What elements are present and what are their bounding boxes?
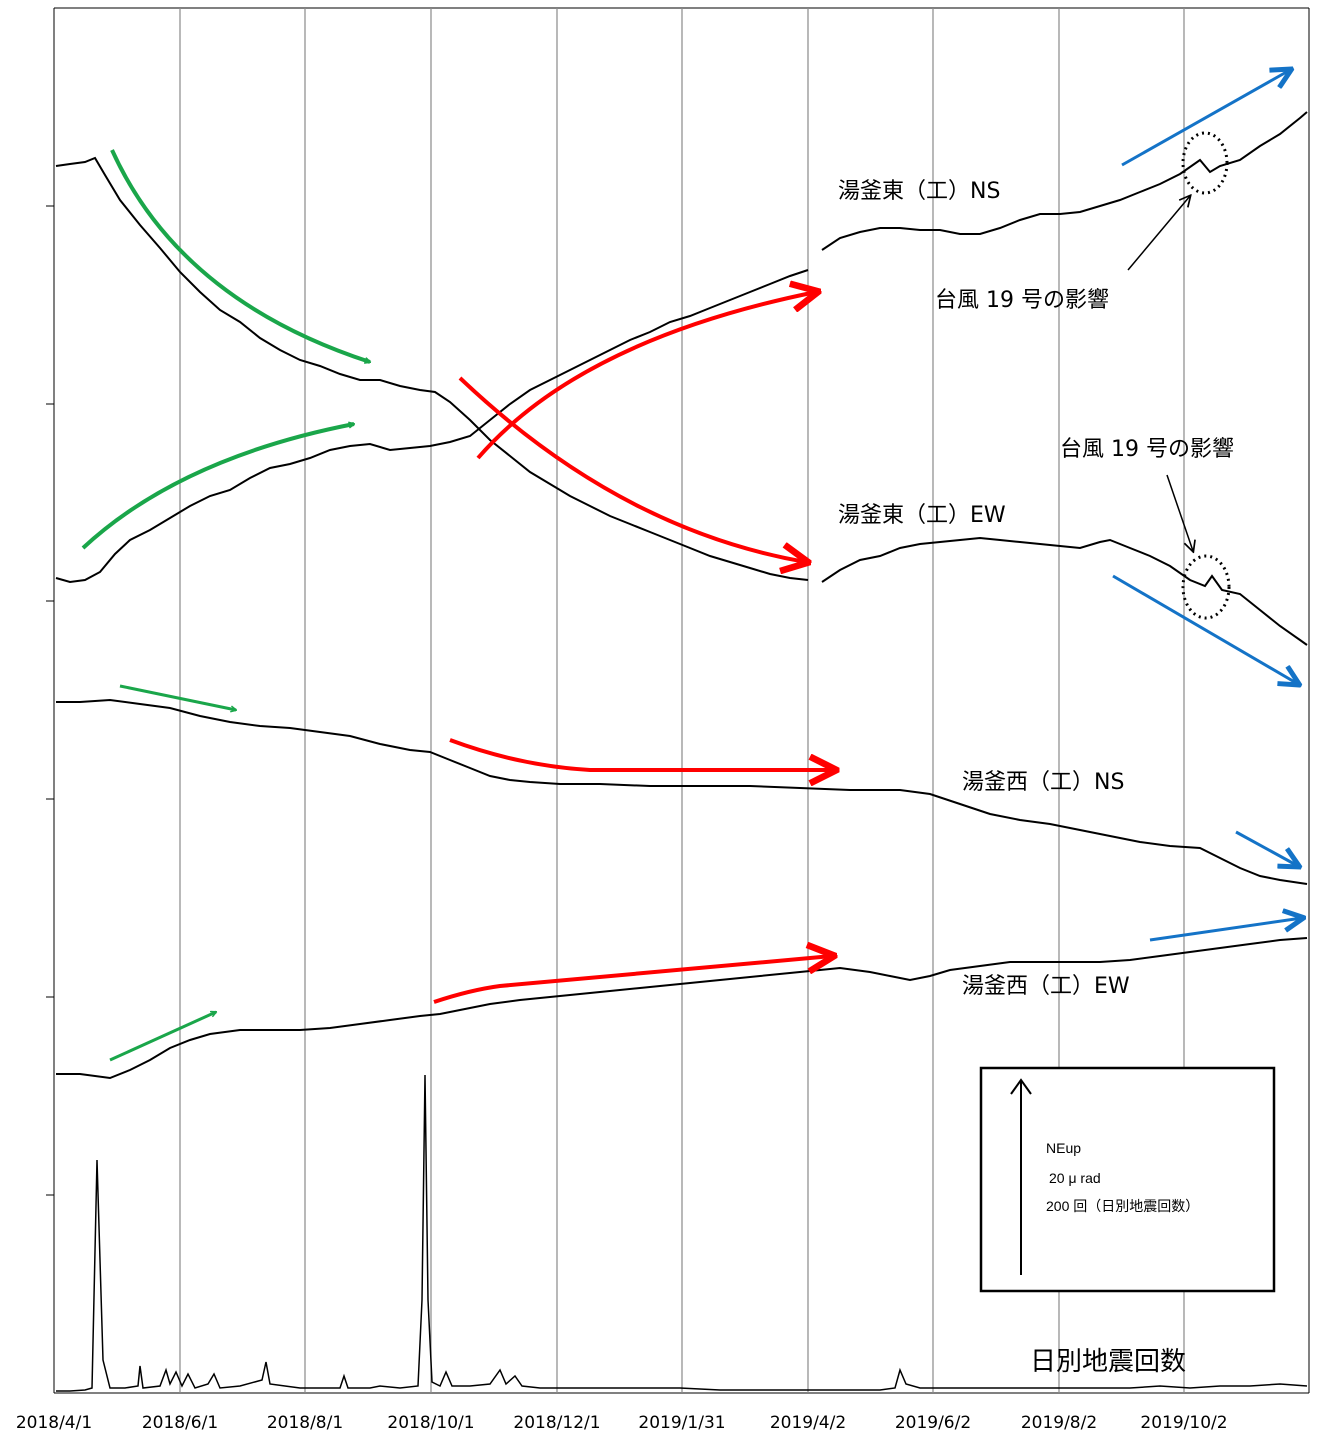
green-arrow-east-ns: [110, 149, 370, 364]
series-label-east-ns: 湯釜東（工）NS: [838, 179, 1000, 204]
blue-arrow-east-ns: [1121, 70, 1290, 167]
x-tick-label: 2019/8/2: [1021, 1413, 1097, 1433]
blue-arrow-west-ns: [1235, 830, 1298, 866]
x-tick-label: 2018/10/1: [387, 1413, 474, 1433]
x-tick-label: 2019/1/31: [638, 1413, 725, 1433]
series-traces: [55, 111, 1308, 1392]
x-tick-label: 2019/4/2: [770, 1413, 846, 1433]
x-tick-label: 2018/4/1: [16, 1413, 92, 1433]
series-line-east-ns-b: [821, 111, 1308, 251]
plot-frame: [46, 7, 1310, 1394]
x-tick-label: 2018/8/1: [267, 1413, 343, 1433]
legend-direction: NEup: [1046, 1140, 1081, 1156]
quake-count-label: 日別地震回数: [1030, 1347, 1186, 1377]
x-tick-label: 2018/12/1: [513, 1413, 600, 1433]
typhoon-markers: [1181, 131, 1231, 620]
series-line-east-ew: [55, 269, 809, 584]
x-tick-label: 2019/6/2: [895, 1413, 971, 1433]
x-tick-label: 2018/6/1: [142, 1413, 218, 1433]
red-arrow-west-ns: [449, 738, 834, 770]
typhoon-annotation-ns: 台風 19 号の影響: [935, 288, 1109, 313]
series-line-east-ew-b: [821, 536, 1308, 646]
x-tick-labels: 2018/4/1 2018/6/1 2018/8/1 2018/10/1 2018/12…: [16, 1413, 1228, 1433]
green-arrow-west-ew: [109, 1010, 216, 1062]
trend-arrows: [81, 70, 1302, 1062]
series-line-quake-count: [56, 1074, 1308, 1392]
red-arrow-east-ns: [458, 376, 806, 562]
series-line-west-ew: [56, 937, 1308, 1080]
typhoon-circle-ew: [1181, 554, 1231, 620]
green-arrow-west-ns: [119, 684, 236, 710]
typhoon-annotation-ew: 台風 19 号の影響: [1060, 437, 1234, 462]
series-label-west-ns: 湯釜西（工）NS: [962, 770, 1124, 795]
series-label-east-ew: 湯釜東（工）EW: [838, 503, 1006, 528]
typhoon-circle-ns: [1181, 131, 1229, 195]
vertical-gridlines: [179, 8, 1185, 1393]
blue-arrow-west-ew: [1149, 918, 1302, 942]
legend-count-scale: 200 回（日別地震回数）: [1046, 1198, 1199, 1214]
red-arrow-west-ew: [433, 956, 832, 1004]
series-line-east-ns: [55, 156, 809, 581]
blue-arrow-east-ew: [1112, 574, 1298, 684]
legend-tilt-scale: 20 μ rad: [1049, 1170, 1101, 1186]
typhoon-pointers: [1127, 196, 1193, 551]
x-tick-label: 2019/10/2: [1140, 1413, 1227, 1433]
series-label-west-ew: 湯釜西（工）EW: [962, 974, 1130, 999]
series-line-west-ns: [56, 698, 1308, 885]
red-arrow-east-ew: [476, 292, 816, 460]
green-arrow-east-ew: [81, 424, 354, 550]
scale-legend: NEup 20 μ rad 200 回（日別地震回数）: [979, 1066, 1276, 1293]
